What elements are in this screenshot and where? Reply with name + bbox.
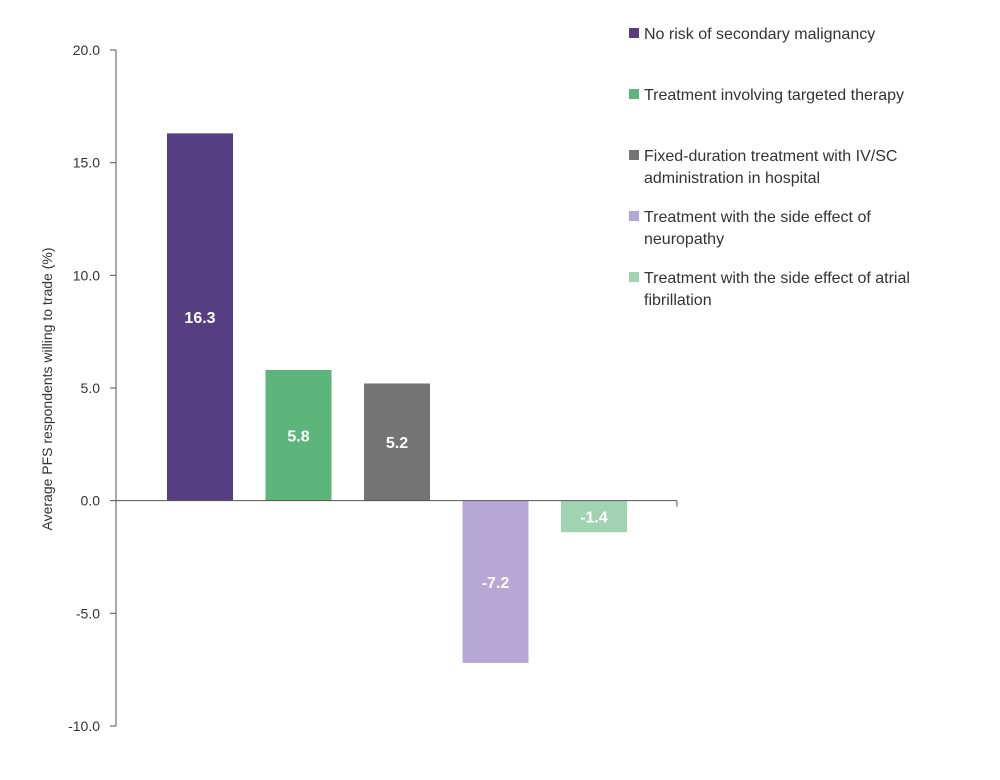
bar-value-label: 16.3 <box>184 310 215 327</box>
y-tick-label: -5.0 <box>76 605 100 621</box>
bar-value-label: -7.2 <box>482 575 510 592</box>
bar <box>462 500 529 663</box>
bar <box>265 369 332 501</box>
y-tick-label: 20.0 <box>73 42 100 58</box>
bars <box>167 133 627 663</box>
y-tick-label: -10.0 <box>68 718 100 734</box>
bar <box>167 133 233 501</box>
legend-label: Treatment with the side effect of atrial <box>644 270 910 287</box>
legend-label: Fixed-duration treatment with IV/SC <box>644 148 897 165</box>
legend-label: administration in hospital <box>644 170 820 187</box>
legend-label: fibrillation <box>644 292 712 309</box>
bar-value-label: 5.8 <box>287 428 309 445</box>
legend-swatch <box>629 272 639 282</box>
bar-value-label: -1.4 <box>580 509 608 526</box>
bar <box>561 500 627 533</box>
legend-label: Treatment with the side effect of <box>644 209 871 226</box>
legend-label: Treatment involving targeted therapy <box>644 87 904 104</box>
y-axis: 20.0 15.0 10.0 5.0 0.0 -5.0 -10.0 <box>68 42 117 734</box>
legend-swatch <box>629 150 639 160</box>
legend: No risk of secondary malignancy Treatment… <box>629 26 910 309</box>
legend-swatch <box>629 211 639 221</box>
legend-label: No risk of secondary malignancy <box>644 26 875 43</box>
y-axis-title: Average PFS respondents willing to trade… <box>39 248 55 531</box>
y-tick-label: 10.0 <box>73 267 100 283</box>
legend-label: neuropathy <box>644 231 724 248</box>
y-tick-label: 5.0 <box>81 380 101 396</box>
bar-value-label: 5.2 <box>386 435 408 452</box>
y-tick-label: 0.0 <box>81 493 101 509</box>
data-labels: 16.3 5.8 5.2 -7.2 -1.4 <box>184 310 607 592</box>
y-tick-label: 15.0 <box>73 155 100 171</box>
bar <box>364 383 430 501</box>
legend-swatch <box>629 28 639 38</box>
legend-swatch <box>629 89 639 99</box>
x-axis <box>116 500 678 507</box>
